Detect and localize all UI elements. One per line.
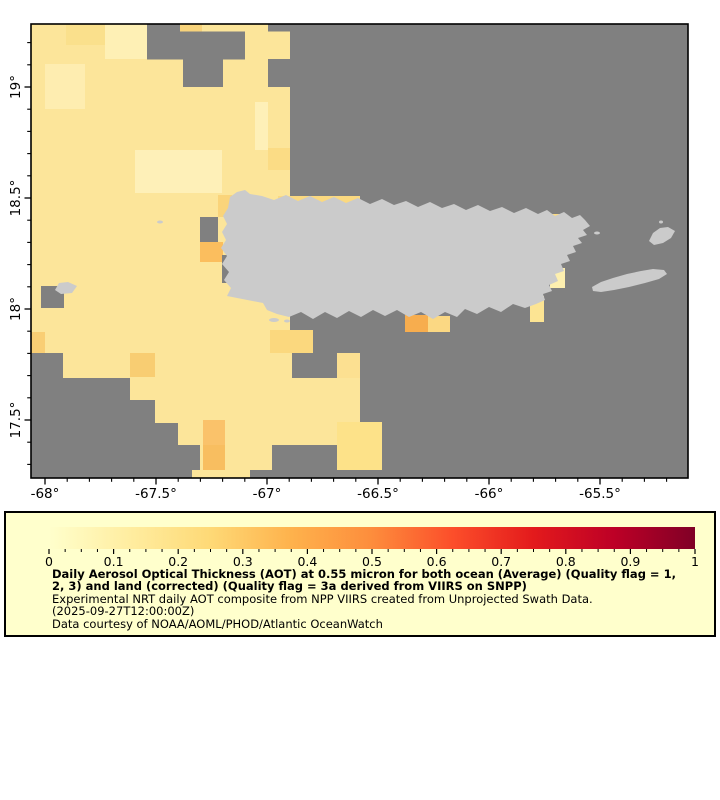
svg-text:18.5°: 18.5° bbox=[8, 180, 24, 217]
svg-text:0.4: 0.4 bbox=[297, 554, 317, 569]
svg-text:0.3: 0.3 bbox=[233, 554, 253, 569]
svg-text:-66.5°: -66.5° bbox=[357, 486, 399, 502]
y-axis: 19° 18.5° 18° 17.5° bbox=[8, 42, 31, 465]
legend-box: 0 0.1 0.2 0.3 0.4 0.5 0.6 0.7 0.8 0.9 1 Daily Aero… bbox=[4, 511, 716, 637]
svg-text:0.1: 0.1 bbox=[104, 554, 124, 569]
svg-text:0.5: 0.5 bbox=[362, 554, 382, 569]
map-svg: -68° -67.5° -67° -66.5° -66° -65.5° 19°18.5°1… bbox=[8, 23, 689, 502]
plot-area bbox=[31, 24, 688, 478]
svg-text:0: 0 bbox=[45, 554, 53, 569]
svg-text:0.2: 0.2 bbox=[168, 554, 188, 569]
colorbar: 0 0.1 0.2 0.3 0.4 0.5 0.6 0.7 0.8 0.9 1 bbox=[45, 527, 699, 569]
x-axis: -68° -67.5° -67° -66.5° -66° -65.5° bbox=[31, 478, 668, 502]
svg-text:-67°: -67° bbox=[253, 486, 282, 502]
svg-text:19°: 19° bbox=[8, 75, 24, 99]
svg-text:1: 1 bbox=[691, 554, 699, 569]
svg-text:0.9: 0.9 bbox=[620, 554, 640, 569]
svg-text:0.6: 0.6 bbox=[427, 554, 447, 569]
svg-text:0.7: 0.7 bbox=[491, 554, 511, 569]
svg-text:17.5°: 17.5° bbox=[8, 402, 24, 439]
caption: Daily Aerosol Optical Thickness (AOT) at… bbox=[52, 568, 706, 630]
caption-title-line1: Daily Aerosol Optical Thickness (AOT) at… bbox=[52, 567, 676, 581]
svg-text:-66°: -66° bbox=[475, 486, 504, 502]
svg-text:-68°: -68° bbox=[31, 486, 60, 502]
caption-source-line: Experimental NRT daily AOT composite fro… bbox=[52, 591, 593, 606]
svg-text:-67.5°: -67.5° bbox=[135, 486, 177, 502]
caption-timestamp: (2025-09-27T12:00:00Z) bbox=[52, 604, 195, 619]
svg-text:18°: 18° bbox=[8, 297, 24, 321]
caption-courtesy: Data courtesy of NOAA/AOML/PHOD/Atlantic… bbox=[52, 616, 383, 631]
svg-text:-65.5°: -65.5° bbox=[579, 486, 621, 502]
svg-text:0.8: 0.8 bbox=[556, 554, 576, 569]
caption-title-line2: 2, 3) and land (corrected) (Quality flag… bbox=[52, 579, 527, 594]
